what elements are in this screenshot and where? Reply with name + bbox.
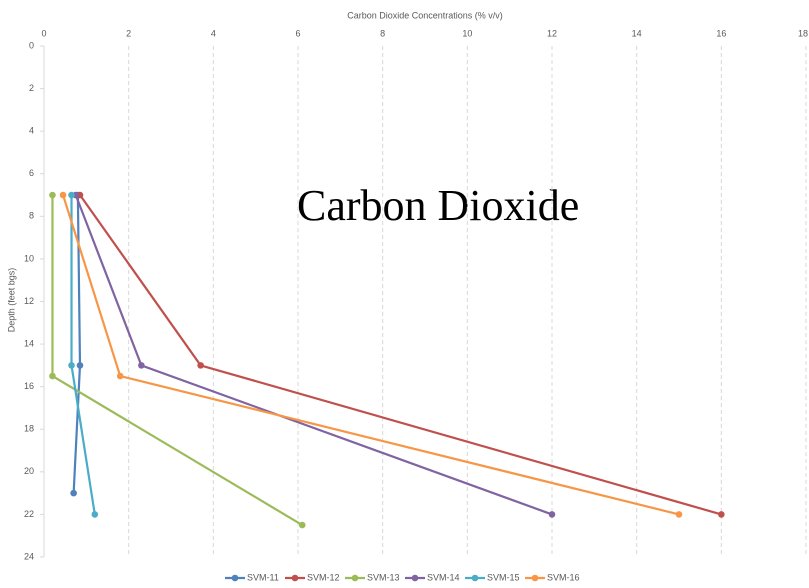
data-point — [76, 362, 84, 369]
data-point — [49, 191, 56, 199]
legend-label: SVM-13 — [367, 572, 400, 582]
y-axis-label: Depth (feet bgs) — [6, 268, 16, 333]
legend-marker — [471, 574, 479, 582]
y-tick-label: 16 — [24, 381, 34, 391]
x-tick-label: 2 — [126, 28, 131, 38]
y-tick-label: 4 — [29, 126, 34, 136]
x-tick-label: 10 — [462, 28, 472, 38]
data-point — [138, 362, 145, 369]
series-line — [74, 194, 553, 516]
y-tick-label: 20 — [24, 466, 34, 476]
data-point — [68, 362, 75, 369]
legend-marker — [351, 574, 359, 582]
legend-marker — [531, 574, 539, 582]
x-tick-label: 8 — [380, 28, 385, 38]
x-tick-label: 12 — [547, 28, 557, 38]
legend-label: SVM-16 — [547, 572, 580, 582]
x-tick-label: 4 — [211, 28, 216, 38]
series-line — [79, 194, 722, 516]
y-tick-label: 10 — [24, 253, 34, 263]
x-tick-label: 18 — [798, 28, 808, 38]
y-tick-label: 6 — [29, 168, 34, 178]
y-tick-label: 14 — [24, 338, 34, 348]
y-tick-label: 8 — [29, 211, 34, 221]
legend-label: SVM-11 — [247, 572, 279, 582]
data-point — [91, 511, 99, 518]
x-tick-label: 6 — [295, 28, 300, 38]
series-line — [62, 194, 680, 516]
data-point — [675, 511, 683, 518]
chart-title: Carbon Dioxide Concentrations (% v/v) — [347, 10, 503, 20]
data-point — [298, 521, 306, 529]
y-tick-label: 22 — [24, 509, 34, 519]
legend-label: SVM-12 — [307, 572, 340, 582]
x-tick-label: 14 — [632, 28, 642, 38]
legend-marker — [411, 574, 419, 582]
y-tick-label: 12 — [24, 296, 34, 306]
y-tick-label: 2 — [29, 83, 34, 93]
legend-marker — [231, 574, 239, 582]
y-tick-label: 24 — [24, 551, 34, 561]
y-tick-label: 18 — [24, 424, 34, 434]
x-tick-label: 16 — [716, 28, 726, 38]
data-point — [49, 372, 56, 380]
data-point — [718, 511, 725, 518]
legend-label: SVM-14 — [427, 572, 460, 582]
data-point — [548, 511, 556, 518]
x-tick-label: 0 — [41, 28, 46, 38]
data-point — [68, 191, 75, 199]
data-point — [197, 362, 204, 369]
series-line — [51, 195, 303, 527]
data-point — [70, 489, 77, 497]
data-point — [59, 191, 67, 199]
legend-marker — [291, 574, 299, 582]
legend-label: SVM-15 — [487, 572, 520, 582]
annotation: Carbon Dioxide — [297, 181, 579, 230]
data-point — [116, 372, 124, 380]
y-tick-label: 0 — [29, 40, 34, 50]
